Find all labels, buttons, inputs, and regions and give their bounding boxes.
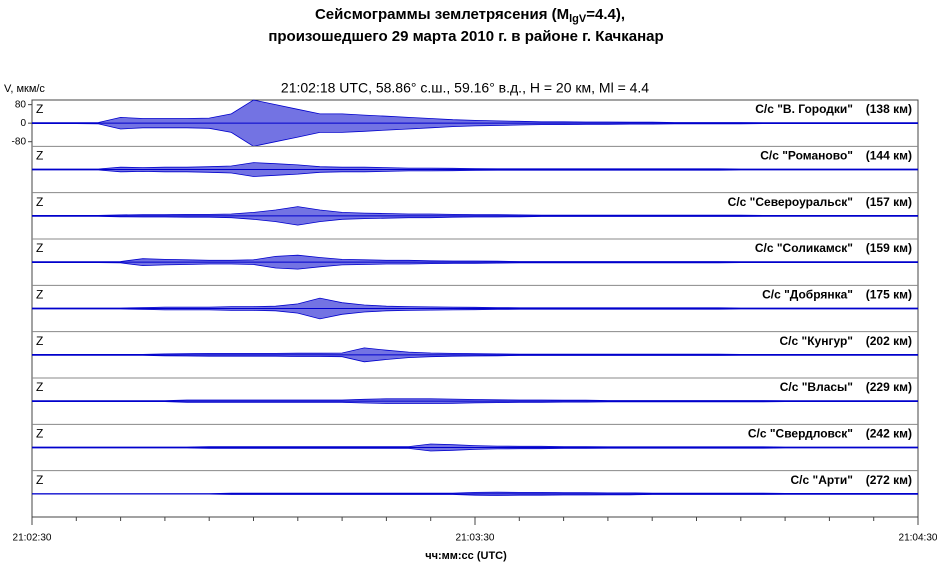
chart-subtitle: произошедшего 29 марта 2010 г. в районе …: [268, 28, 663, 45]
station-distance: (272 км): [866, 473, 912, 487]
trace-envelope-upper: [32, 443, 918, 448]
trace-envelope-fill: [32, 206, 918, 226]
station-distance: (157 км): [866, 195, 912, 209]
station-distance: (159 км): [866, 241, 912, 255]
trace-envelope-lower: [32, 169, 918, 177]
component-label: Z: [36, 195, 43, 209]
station-distance: (202 км): [866, 334, 912, 348]
trace-envelope-lower: [32, 308, 918, 320]
trace-envelope-fill: [32, 255, 918, 270]
station-name: С/с "Кунгур": [780, 334, 853, 348]
station-name: С/с "Арти": [791, 473, 853, 487]
trace-envelope-fill: [32, 347, 918, 362]
x-axis-label: чч:мм:сс (UTC): [425, 550, 507, 562]
component-label: Z: [36, 102, 43, 116]
x-tick-label: 21:04:30: [899, 533, 938, 544]
component-label: Z: [36, 473, 43, 487]
station-name: С/с "Североуральск": [728, 195, 853, 209]
trace-envelope-upper: [32, 398, 918, 402]
trace-envelope-fill: [32, 398, 918, 404]
trace-envelope-fill: [32, 492, 918, 496]
trace-envelope-lower: [32, 401, 918, 404]
component-label: Z: [36, 149, 43, 163]
station-name: С/с "В. Городки": [755, 102, 853, 116]
trace-envelope-lower: [32, 354, 918, 363]
trace-envelope-lower: [32, 447, 918, 452]
station-distance: (242 км): [866, 427, 912, 441]
trace-envelope-fill: [32, 298, 918, 319]
trace-envelope-fill: [32, 100, 918, 147]
trace-envelope-lower: [32, 123, 918, 147]
y-tick-label: 80: [15, 99, 27, 110]
component-label: Z: [36, 288, 43, 302]
component-label: Z: [36, 334, 43, 348]
component-label: Z: [36, 427, 43, 441]
station-name: С/с "Добрянка": [762, 288, 853, 302]
station-name: С/с "Свердловск": [748, 427, 853, 441]
station-name: С/с "Романово": [760, 149, 853, 163]
station-name: С/с "Соликамск": [755, 241, 853, 255]
trace-envelope-lower: [32, 493, 918, 496]
trace-envelope-upper: [32, 297, 918, 309]
trace-envelope-fill: [32, 162, 918, 177]
trace-envelope-upper: [32, 206, 918, 216]
trace-envelope-upper: [32, 162, 918, 170]
station-name: С/с "Власы": [780, 380, 853, 394]
trace-envelope-fill: [32, 444, 918, 451]
trace-envelope-upper: [32, 491, 918, 494]
title-subscript: lgV: [569, 13, 587, 25]
station-distance: (175 км): [866, 288, 912, 302]
trace-envelope-lower: [32, 215, 918, 226]
title-text: Сейсмограммы землетрясения (M: [315, 6, 569, 23]
x-tick-label: 21:03:30: [456, 533, 495, 544]
station-distance: (138 км): [866, 102, 912, 116]
y-tick-label: -80: [12, 136, 27, 147]
y-tick-label: 0: [20, 118, 26, 129]
trace-envelope-lower: [32, 262, 918, 270]
chart-title: Сейсмограммы землетрясения (MlgV=4.4),: [315, 6, 625, 25]
trace-envelope-upper: [32, 347, 918, 355]
station-distance: (144 км): [866, 149, 912, 163]
station-distance: (229 км): [866, 380, 912, 394]
component-label: Z: [36, 380, 43, 394]
event-header: 21:02:18 UTC, 58.86° с.ш., 59.16° в.д., …: [281, 80, 649, 96]
x-tick-label: 21:02:30: [13, 533, 52, 544]
trace-envelope-upper: [32, 254, 918, 263]
trace-envelope-upper: [32, 99, 918, 124]
component-label: Z: [36, 241, 43, 255]
title-text: =4.4),: [586, 6, 625, 23]
y-axis-label: V, мкм/с: [4, 83, 45, 95]
